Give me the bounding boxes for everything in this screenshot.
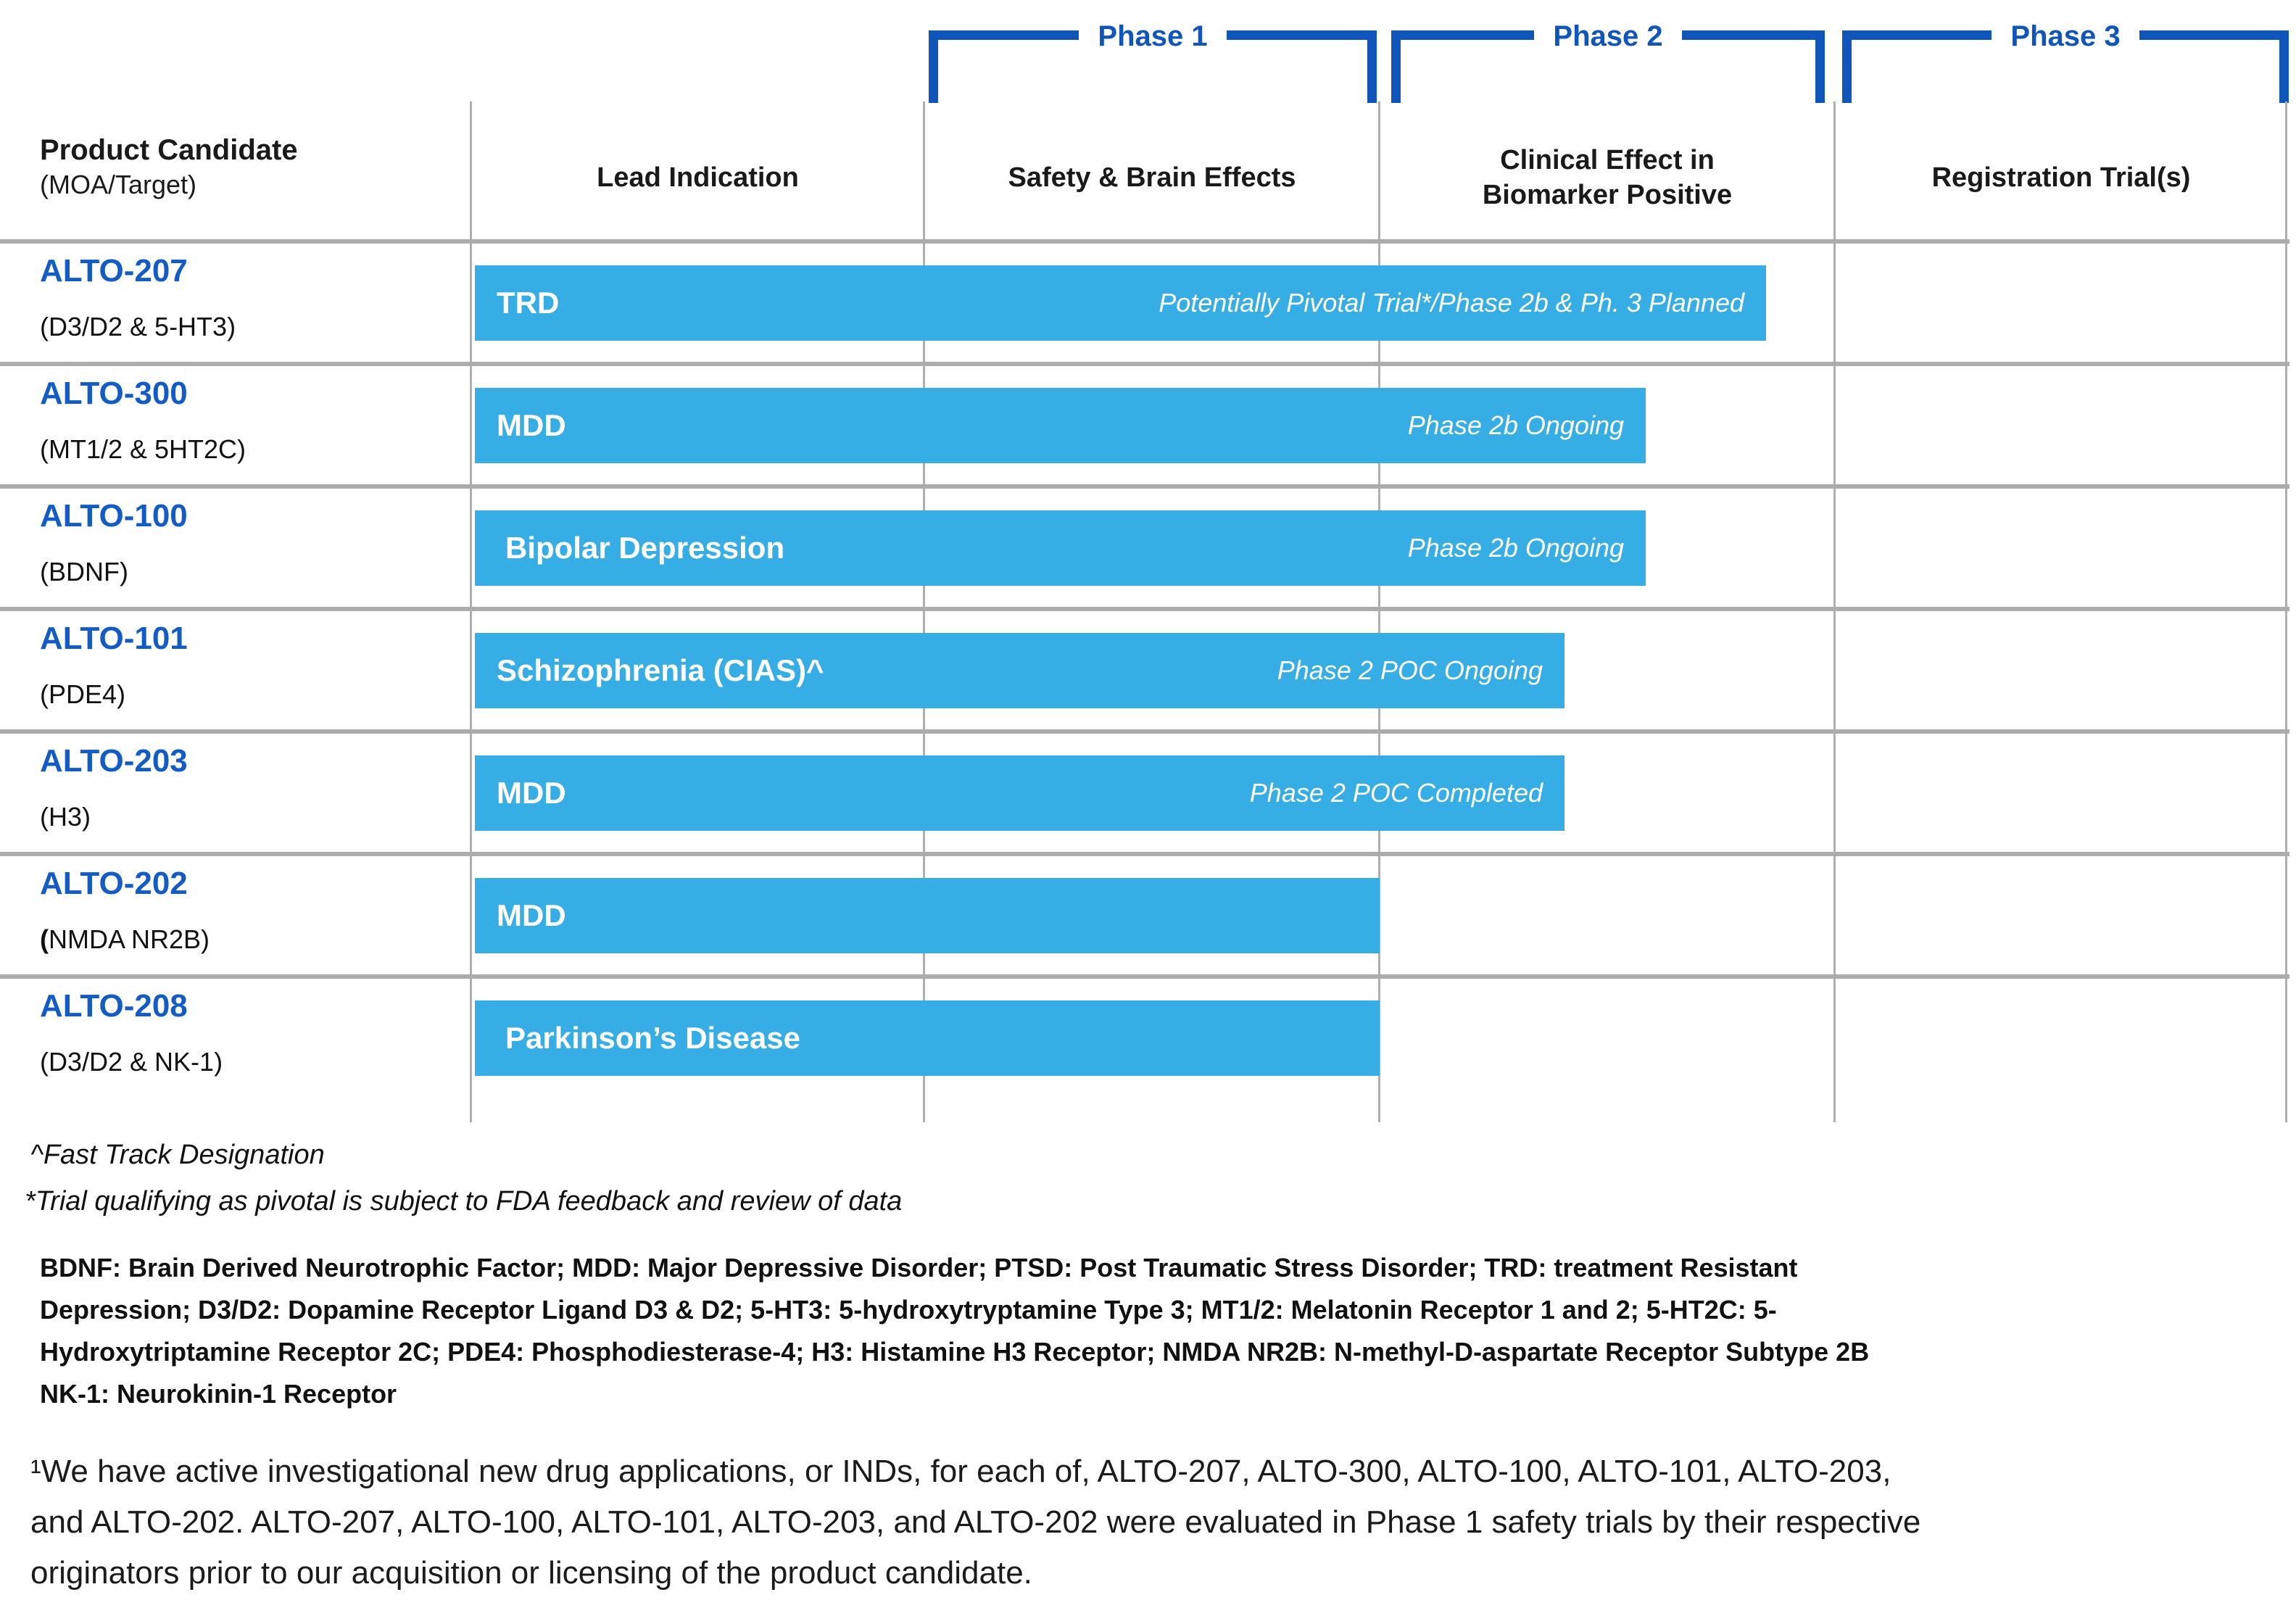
candidate-name: ALTO-300	[40, 376, 188, 411]
candidate-target: (D3/D2 & 5-HT3)	[40, 312, 236, 341]
phase2-right-tick	[1815, 30, 1825, 103]
phase1-right-line	[1226, 30, 1367, 40]
candidate-name: ALTO-208	[40, 988, 188, 1024]
grid-line-vertical	[1833, 101, 1836, 1122]
phase1-bracket: Phase 1	[929, 20, 1377, 103]
pipeline-bar: MDD Phase 2 POC Completed	[475, 755, 1564, 831]
grid-line-horizontal	[0, 729, 2289, 734]
phase1-label: Phase 1	[1098, 20, 1208, 52]
candidate-name: ALTO-101	[40, 621, 188, 656]
pipeline-row-alto-202: ALTO-202 (NMDA NR2B) MDD	[0, 854, 2296, 977]
candidate-target-rest: NMDA NR2B)	[49, 924, 210, 954]
candidate-name: ALTO-202	[40, 866, 188, 901]
phase3-label: Phase 3	[2010, 20, 2121, 52]
ind-footnote-paragraph: ¹We have active investigational new drug…	[30, 1446, 1920, 1599]
phase3-left-tick	[1842, 30, 1852, 103]
bar-indication-label: Schizophrenia (CIAS)^	[497, 653, 824, 687]
grid-line-vertical	[923, 101, 925, 1122]
pipeline-bar: TRD Potentially Pivotal Trial*/Phase 2b …	[475, 265, 1766, 341]
bar-indication-label: Bipolar Depression	[505, 531, 785, 565]
candidate-target: (D3/D2 & NK-1)	[40, 1047, 223, 1077]
grid-line-horizontal	[0, 239, 2289, 244]
abbreviations-line: Hydroxytriptamine Receptor 2C; PDE4: Pho…	[40, 1337, 1870, 1367]
candidate-target: (PDE4)	[40, 679, 126, 709]
phase2-bracket: Phase 2	[1391, 20, 1825, 103]
bar-indication-label: MDD	[497, 408, 566, 442]
pipeline-row-alto-100: ALTO-100 (BDNF) Bipolar Depression Phase…	[0, 486, 2296, 609]
pipeline-row-alto-207: ALTO-207 (D3/D2 & 5-HT3) TRD Potentially…	[0, 241, 2296, 364]
bar-status-label: Phase 2 POC Completed	[1249, 778, 1543, 808]
header-phase2-column: Clinical Effect in Biomarker Positive	[1482, 145, 1733, 210]
phase3-bracket: Phase 3	[1842, 20, 2289, 103]
candidate-name: ALTO-203	[40, 743, 188, 779]
abbreviations-line: BDNF: Brain Derived Neurotrophic Factor;…	[40, 1253, 1798, 1282]
pipeline-bar: Parkinson’s Disease	[475, 1000, 1380, 1076]
pipeline-row-alto-203: ALTO-203 (H3) MDD Phase 2 POC Completed	[0, 732, 2296, 854]
abbreviations-line: Depression; D3/D2: Dopamine Receptor Lig…	[40, 1295, 1777, 1325]
phase2-right-line	[1681, 30, 1815, 40]
bar-indication-label: MDD	[497, 898, 566, 932]
phase3-right-tick	[2279, 30, 2289, 103]
phase2-label: Phase 2	[1553, 20, 1663, 52]
bar-status-label: Potentially Pivotal Trial*/Phase 2b & Ph…	[1159, 288, 1744, 318]
bar-status-label: Phase 2 POC Ongoing	[1277, 655, 1543, 685]
grid-line-vertical	[2285, 101, 2287, 1122]
ind-footnote-line: originators prior to our acquisition or …	[30, 1555, 1032, 1591]
pipeline-bar: Bipolar Depression Phase 2b Ongoing	[475, 510, 1646, 586]
bar-indication-label: TRD	[497, 286, 560, 320]
pipeline-bar: MDD Phase 2b Ongoing	[475, 388, 1646, 463]
pipeline-bar: Schizophrenia (CIAS)^ Phase 2 POC Ongoin…	[475, 633, 1564, 708]
pipeline-row-alto-208: ALTO-208 (D3/D2 & NK-1) Parkinson’s Dise…	[0, 977, 2296, 1099]
grid-line-vertical	[1378, 101, 1380, 1122]
pipeline-row-alto-300: ALTO-300 (MT1/2 & 5HT2C) MDD Phase 2b On…	[0, 364, 2296, 486]
ind-footnote-line: and ALTO-202. ALTO-207, ALTO-100, ALTO-1…	[30, 1504, 1921, 1540]
pipeline-row-alto-101: ALTO-101 (PDE4) Schizophrenia (CIAS)^ Ph…	[0, 609, 2296, 732]
candidate-target: (NMDA NR2B)	[40, 924, 210, 955]
header-lead-indication: Lead Indication	[597, 162, 799, 193]
grid-line-horizontal	[0, 974, 2289, 979]
header-phase3-column: Registration Trial(s)	[1931, 162, 2191, 193]
bar-status-label: Phase 2b Ongoing	[1407, 533, 1624, 563]
footnote-fast-track: ^Fast Track Designation	[30, 1140, 325, 1170]
ind-footnote-line: ¹We have active investigational new drug…	[30, 1454, 1891, 1489]
grid-line-horizontal	[0, 362, 2289, 366]
grid-line-horizontal	[0, 607, 2289, 611]
grid-line-horizontal	[0, 852, 2289, 856]
phase3-left-line	[1852, 30, 1992, 40]
candidate-name: ALTO-207	[40, 253, 188, 289]
bar-indication-label: Parkinson’s Disease	[505, 1021, 800, 1055]
phase3-right-line	[2139, 30, 2279, 40]
abbreviations-line: NK-1: Neurokinin-1 Receptor	[40, 1379, 397, 1409]
header-product-candidate-title: Product Candidate	[40, 134, 298, 166]
candidate-name: ALTO-100	[40, 498, 188, 534]
header-product-candidate-subtitle: (MOA/Target)	[40, 170, 197, 199]
phase2-left-line	[1401, 30, 1535, 40]
candidate-target-paren: (	[40, 924, 49, 954]
candidate-target: (H3)	[40, 802, 91, 832]
pipeline-bar: MDD	[475, 878, 1380, 953]
phase1-right-tick	[1367, 30, 1377, 103]
bar-indication-label: MDD	[497, 776, 566, 810]
phase1-left-tick	[929, 30, 938, 103]
phase2-left-tick	[1391, 30, 1401, 103]
abbreviations-paragraph: BDNF: Brain Derived Neurotrophic Factor;…	[40, 1247, 1869, 1415]
header-product-candidate: Product Candidate (MOA/Target)	[40, 132, 298, 201]
candidate-target: (BDNF)	[40, 557, 128, 587]
footnote-pivotal: *Trial qualifying as pivotal is subject …	[25, 1186, 903, 1217]
grid-line-vertical	[470, 101, 472, 1122]
bar-status-label: Phase 2b Ongoing	[1407, 410, 1624, 440]
candidate-target: (MT1/2 & 5HT2C)	[40, 434, 246, 464]
grid-line-horizontal	[0, 484, 2289, 489]
phase1-left-line	[938, 30, 1079, 40]
header-phase1-column: Safety & Brain Effects	[1008, 162, 1296, 193]
